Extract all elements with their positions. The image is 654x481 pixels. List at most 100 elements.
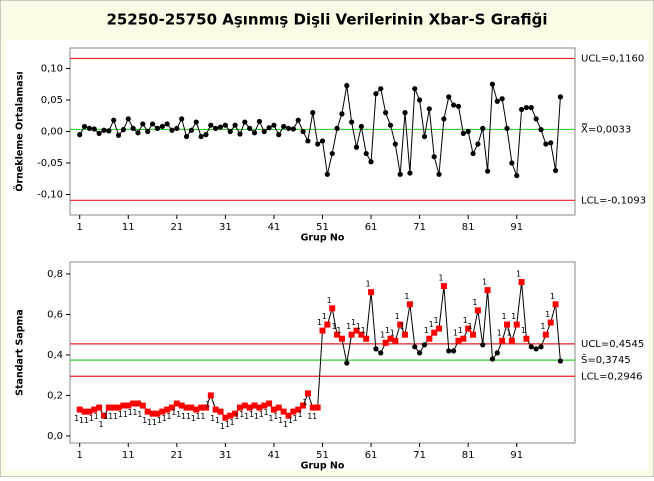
plot-area [69,47,576,216]
test-label: 1 [225,420,230,429]
flagged-point [212,406,219,413]
point [266,125,272,131]
test-label: 1 [453,328,458,337]
limit-label: UCL=0,4545 [581,339,644,350]
point [213,125,219,131]
y-tick-label: 0,4 [47,350,63,361]
y-tick-label: -0,10 [37,189,63,200]
flagged-point [523,335,530,342]
point [305,138,311,144]
x-axis-title: Grup No [301,233,345,244]
point [460,130,466,136]
point [436,171,442,177]
point [363,150,369,157]
test-label: 1 [438,274,443,283]
test-label: 1 [501,312,506,321]
point [169,127,175,133]
flagged-point [86,408,93,415]
point [300,128,306,135]
test-label: 1 [336,326,341,335]
test-label: 1 [264,408,269,417]
point [315,141,321,147]
flagged-point [164,406,171,413]
test-label: 1 [463,316,468,325]
point [373,346,379,352]
flagged-point [183,404,190,411]
point [451,102,457,108]
x-tick-label: 31 [219,450,232,461]
flagged-point [465,325,472,332]
flagged-point [207,392,214,399]
point [149,121,156,127]
test-label: 1 [273,412,278,421]
flagged-point [246,404,253,411]
point [344,360,350,366]
y-tick-label: -0,05 [37,158,63,169]
test-label: 1 [220,422,225,431]
point [198,133,204,140]
flagged-point [474,307,481,314]
point [329,150,335,157]
point [251,130,258,136]
test-label: 1 [98,420,103,429]
point [344,82,350,89]
flagged-point [188,404,195,411]
test-label: 1 [162,414,167,423]
flagged-point [329,305,336,312]
flagged-point [426,335,433,342]
point [174,125,180,131]
test-label: 1 [385,326,390,335]
point [96,130,102,136]
test-label: 1 [390,328,395,337]
flagged-point [125,402,132,409]
flagged-point [484,287,491,294]
flagged-point [431,329,438,336]
point [533,346,539,352]
y-tick-label: 0,0 [47,431,63,442]
flagged-point [227,412,234,419]
y-tick-label: 0,8 [47,269,63,280]
flagged-point [397,321,404,328]
flagged-point [91,406,98,413]
x-tick-label: 1 [77,222,83,233]
point [373,91,379,97]
point [256,118,262,125]
flagged-point [115,404,122,411]
flagged-point [470,331,477,338]
point [349,119,355,125]
flagged-point [110,404,117,411]
x-tick-label: 91 [510,222,523,233]
flagged-point [275,404,282,411]
point [417,97,423,103]
x-tick-label: 41 [268,222,281,233]
x-tick-label: 61 [365,450,378,461]
test-label: 1 [458,326,463,335]
flagged-point [314,404,321,411]
point [387,122,394,128]
test-label: 1 [356,322,361,331]
point [480,342,486,348]
point [91,126,97,132]
test-label: 1 [128,408,133,417]
test-label: 1 [545,310,550,319]
point [494,350,500,356]
flagged-point [120,402,127,409]
x-tick-label: 11 [122,222,135,233]
point [499,96,505,102]
point [470,150,476,157]
flagged-point [319,327,326,334]
flagged-point [508,337,515,344]
y-tick-label: 0,6 [47,309,63,320]
point [465,128,471,135]
point [528,104,534,111]
point [397,171,403,177]
test-label: 1 [283,420,288,429]
flagged-point [334,331,341,338]
x-tick-label: 91 [510,450,523,461]
test-label: 1 [239,410,244,419]
test-label: 1 [424,326,429,335]
flagged-point [368,289,375,296]
flagged-point [304,390,311,397]
test-label: 1 [89,414,94,423]
x-tick-label: 71 [413,450,426,461]
